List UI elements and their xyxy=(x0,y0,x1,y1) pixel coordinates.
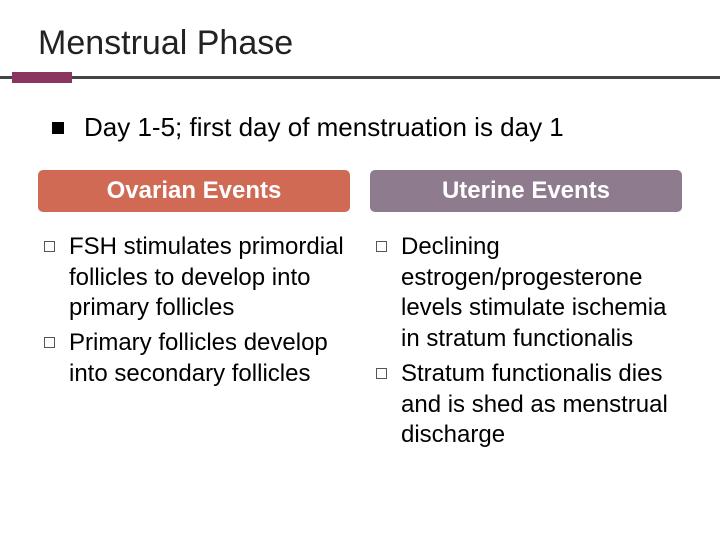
subtitle-text: Day 1-5; first day of menstruation is da… xyxy=(84,112,564,143)
rule-line xyxy=(0,76,720,79)
open-square-icon xyxy=(376,241,387,252)
list-item: FSH stimulates primordial follicles to d… xyxy=(44,232,350,324)
open-square-icon xyxy=(44,241,55,252)
columns: Ovarian Events FSH stimulates primordial… xyxy=(0,170,720,455)
slide-title: Menstrual Phase xyxy=(38,24,684,63)
column-left-header: Ovarian Events xyxy=(38,170,350,212)
column-right: Uterine Events Declining estrogen/proges… xyxy=(370,170,682,455)
list-item-text: Stratum functionalis dies and is shed as… xyxy=(401,359,682,451)
list-item-text: Primary follicles develop into secondary… xyxy=(69,328,350,389)
rule-accent xyxy=(12,72,72,83)
open-square-icon xyxy=(376,368,387,379)
open-square-icon xyxy=(44,337,55,348)
list-item: Primary follicles develop into secondary… xyxy=(44,328,350,389)
slide: Menstrual Phase Day 1-5; first day of me… xyxy=(0,0,720,540)
list-item: Stratum functionalis dies and is shed as… xyxy=(376,359,682,451)
title-rule xyxy=(0,76,720,79)
list-item-text: Declining estrogen/progesterone levels s… xyxy=(401,232,682,355)
square-bullet-icon xyxy=(52,122,64,134)
column-right-header: Uterine Events xyxy=(370,170,682,212)
list-item-text: FSH stimulates primordial follicles to d… xyxy=(69,232,350,324)
column-right-items: Declining estrogen/progesterone levels s… xyxy=(370,232,682,451)
list-item: Declining estrogen/progesterone levels s… xyxy=(376,232,682,355)
column-left-items: FSH stimulates primordial follicles to d… xyxy=(38,232,350,390)
column-left: Ovarian Events FSH stimulates primordial… xyxy=(38,170,350,455)
subtitle-row: Day 1-5; first day of menstruation is da… xyxy=(52,112,680,143)
